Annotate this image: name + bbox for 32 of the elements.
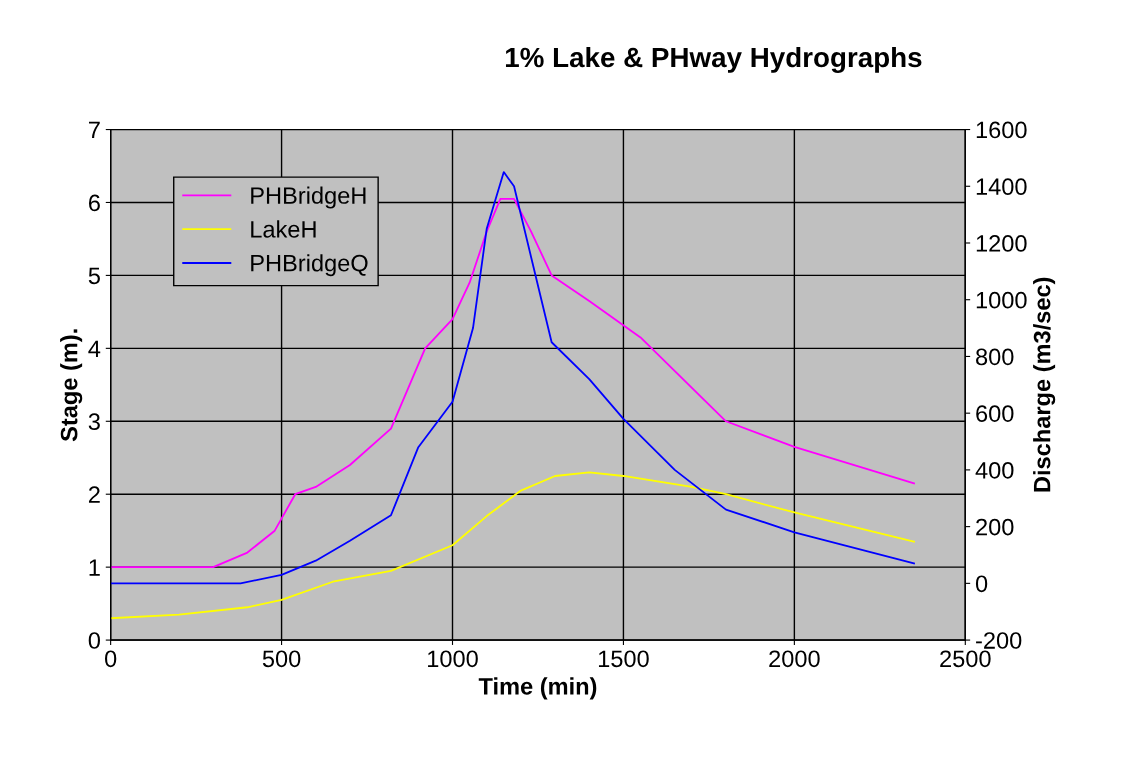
chart-title: 1% Lake & PHway Hydrographs [505,46,922,73]
y2-tick-label: -200 [976,632,1022,649]
y-tick-label: 7 [89,121,100,139]
y2-tick-label: 600 [976,405,1014,422]
y2-tick-label: 1400 [976,178,1027,196]
line-series [110,471,915,620]
y2-tick-label: 0 [975,575,988,593]
x-tick-label: 1000 [428,650,478,668]
y2-tick-label: 1000 [976,291,1027,309]
y-tick-label: 1 [89,559,100,576]
x-tick-label: 0 [105,650,117,668]
y-tick-label: 4 [88,340,101,357]
y2-axis-title: Discharge (m3/sec) [1033,277,1056,492]
y2-tick-label: 1600 [976,121,1027,139]
y-tick-label: 0 [88,632,100,649]
legend-label: PHBridgeH [251,186,366,209]
x-tick-label: 2500 [940,650,991,668]
y-tick-label: 3 [88,413,100,431]
y2-tick-label: 800 [976,348,1014,366]
y2-tick-label: 400 [975,461,1014,479]
x-tick-label: 500 [262,650,301,668]
x-tick-label: 1500 [598,650,649,668]
y-tick-label: 2 [88,486,100,503]
y2-tick-label: 1200 [976,235,1027,252]
x-tick-label: 2000 [769,650,820,668]
y-tick-label: 5 [88,267,100,285]
y2-tick-label: 200 [976,518,1014,536]
y-tick-label: 6 [88,194,100,212]
x-axis-title: Time (min) [478,677,597,700]
legend-label: LakeH [251,220,316,238]
legend-label: PHBridgeQ [251,254,368,277]
y-axis-title: Stage (m). [60,329,83,442]
